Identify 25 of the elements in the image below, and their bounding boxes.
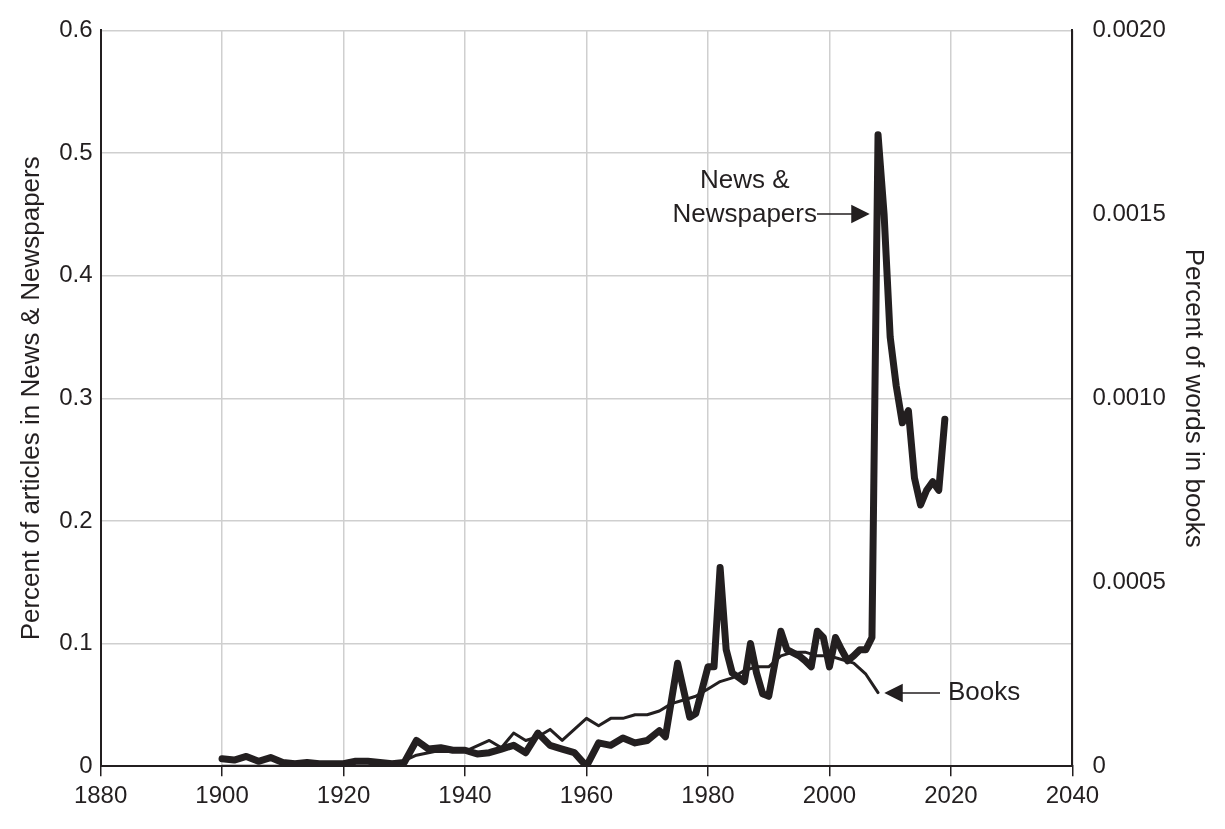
y2-axis-title: Percent of words in books (1180, 248, 1211, 548)
x-tick-label: 2040 (1045, 781, 1100, 809)
x-tick-label: 2000 (802, 781, 857, 809)
y2-tick-label: 0.0020 (1092, 15, 1166, 43)
annotation: Books (948, 675, 1021, 706)
y-tick-label: 0.2 (59, 505, 93, 533)
annotation: News & Newspapers (672, 163, 817, 228)
y-tick-label: 0.3 (59, 382, 93, 410)
y-tick-label: 0.6 (59, 15, 93, 43)
y-axis-title: Percent of articles in News & Newspapers (14, 156, 45, 641)
y-tick-label: 0.5 (59, 137, 93, 165)
y-tick-label: 0.4 (59, 260, 93, 288)
x-tick-label: 1900 (195, 781, 249, 809)
y2-tick-label: 0.0010 (1092, 382, 1166, 410)
y-tick-label: 0 (79, 750, 93, 778)
x-tick-label: 1940 (438, 781, 492, 809)
x-tick-label: 1960 (559, 781, 614, 809)
y-tick-label: 0.1 (59, 628, 93, 656)
x-tick-label: 2020 (924, 781, 978, 809)
y2-tick-label: 0.0005 (1092, 566, 1166, 594)
y2-tick-label: 0 (1092, 750, 1106, 778)
x-tick-label: 1920 (316, 781, 371, 809)
y2-tick-label: 0.0015 (1092, 198, 1166, 226)
x-tick-label: 1980 (681, 781, 735, 809)
x-tick-label: 1880 (73, 781, 128, 809)
